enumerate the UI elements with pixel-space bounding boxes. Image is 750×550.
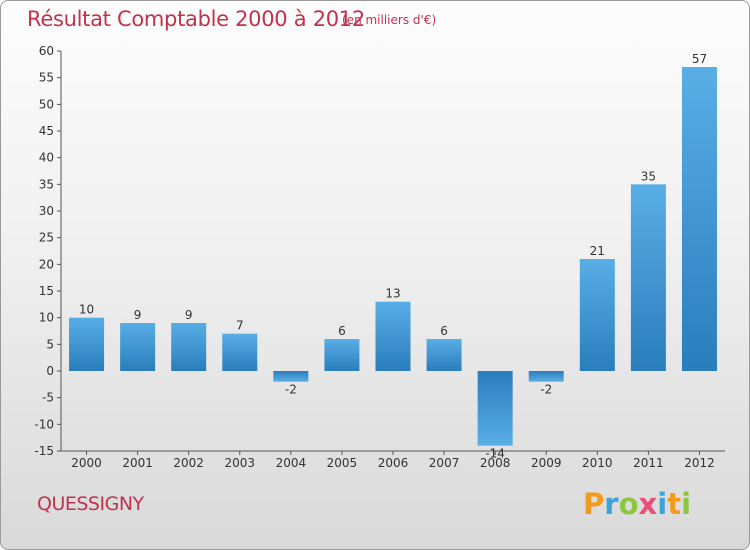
chart-title: Résultat Comptable 2000 à 2012 — [27, 7, 365, 31]
y-tick-label: 30 — [39, 204, 54, 218]
logo-letter: i — [681, 487, 692, 521]
x-tick-label: 2008 — [480, 456, 511, 470]
data-label: -2 — [285, 383, 297, 397]
data-label: 9 — [185, 308, 193, 322]
data-label: 9 — [134, 308, 142, 322]
bar — [630, 184, 666, 371]
data-label: 6 — [440, 324, 448, 338]
bar — [375, 301, 411, 371]
x-tick-label: 2007 — [429, 456, 460, 470]
y-tick-label: 5 — [46, 337, 54, 351]
commune-name: QUESSIGNY — [37, 493, 144, 515]
data-label: 6 — [338, 324, 346, 338]
data-label: 13 — [385, 287, 400, 301]
y-tick-label: 50 — [39, 97, 54, 111]
x-tick-label: 2002 — [173, 456, 204, 470]
y-tick-label: 20 — [39, 257, 54, 271]
y-tick-label: 25 — [39, 231, 54, 245]
x-tick-label: 2012 — [684, 456, 715, 470]
x-tick-label: 2001 — [122, 456, 153, 470]
y-tick-label: 55 — [39, 71, 54, 85]
y-tick-label: 40 — [39, 151, 54, 165]
y-tick-label: -10 — [34, 417, 54, 431]
bar — [528, 371, 564, 382]
chart-axes: -15 -10 -5 0 5 10 15 20 25 30 35 40 45 50 55 60 2000 2001… — [34, 44, 725, 470]
bar — [273, 371, 309, 382]
data-label: 10 — [79, 303, 94, 317]
y-tick-label: -5 — [42, 391, 54, 405]
chart-bars: 10 9 9 7 -2 6 13 6 -14 -2 21 35 57 — [69, 52, 717, 461]
logo-letter: x — [638, 487, 658, 521]
bar — [222, 333, 258, 371]
bar — [681, 67, 717, 371]
bar — [171, 323, 207, 371]
x-tick-label: 2010 — [582, 456, 613, 470]
proxiti-logo: Proxiti — [583, 487, 691, 521]
x-tick-label: 2006 — [378, 456, 409, 470]
bar — [120, 323, 156, 371]
logo-letter: P — [583, 487, 605, 521]
data-label: 57 — [692, 52, 707, 66]
y-tick-label: 60 — [39, 44, 54, 58]
x-tick-label: 2011 — [633, 456, 664, 470]
x-tick-label: 2003 — [224, 456, 255, 470]
bar — [579, 259, 615, 371]
bar — [477, 371, 513, 446]
bar — [69, 317, 105, 371]
data-label: -14 — [485, 447, 505, 461]
logo-letter: r — [604, 487, 619, 521]
logo-letter: i — [657, 487, 668, 521]
logo-letter: o — [618, 487, 639, 521]
logo-letter: t — [667, 487, 682, 521]
y-tick-label: -15 — [34, 444, 54, 458]
bar — [324, 339, 360, 371]
x-tick-label: 2005 — [327, 456, 358, 470]
y-tick-label: 45 — [39, 124, 54, 138]
data-label: 35 — [641, 169, 656, 183]
x-tick-label: 2009 — [531, 456, 562, 470]
y-tick-label: 0 — [46, 364, 54, 378]
data-label: 21 — [590, 244, 605, 258]
chart-subtitle: (en milliers d'€) — [342, 13, 437, 27]
x-tick-label: 2000 — [71, 456, 102, 470]
y-tick-label: 15 — [39, 284, 54, 298]
bar — [426, 339, 462, 371]
y-tick-label: 35 — [39, 177, 54, 191]
data-label: 7 — [236, 319, 244, 333]
x-tick-label: 2004 — [276, 456, 307, 470]
data-label: -2 — [540, 383, 552, 397]
y-tick-label: 10 — [39, 311, 54, 325]
